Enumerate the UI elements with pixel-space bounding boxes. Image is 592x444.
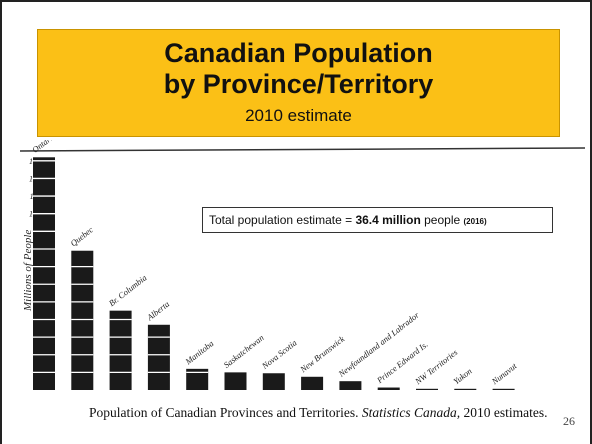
y-axis-title: Millions of People <box>22 230 34 312</box>
population-chart: 12345678910111213Millions of PeopleOntar… <box>20 140 585 410</box>
title-line-1: Canadian Population <box>164 38 433 68</box>
category-label: Alberta <box>144 299 171 323</box>
category-label: Newfoundland and Labrador <box>336 309 422 379</box>
bar <box>224 372 247 390</box>
slide-title: Canadian Population by Province/Territor… <box>38 38 559 100</box>
note-suffix: people <box>420 213 464 227</box>
bar <box>109 310 132 390</box>
bar <box>454 388 477 390</box>
bar <box>377 387 400 390</box>
total-population-note: Total population estimate = 36.4 million… <box>202 207 553 233</box>
slide-border-right <box>590 0 592 444</box>
note-prefix: Total population estimate = <box>209 213 356 227</box>
category-label: Nunavut <box>489 360 519 387</box>
category-label: Br. Columbia <box>107 272 149 308</box>
category-label: Saskatchewan <box>222 332 266 370</box>
bar <box>416 388 438 390</box>
caption-text-a: Population of Canadian Provinces and Ter… <box>89 405 362 420</box>
note-value: 36.4 million <box>355 213 421 227</box>
title-line-2: by Province/Territory <box>163 69 434 99</box>
slide-border-top <box>0 0 592 2</box>
caption-text-b: 2010 estimates. <box>460 405 548 420</box>
bar <box>339 381 362 390</box>
bar <box>262 373 285 390</box>
caption-source: Statistics Canada, <box>361 405 461 420</box>
page-number: 26 <box>563 414 575 428</box>
bar <box>71 250 94 390</box>
bar <box>147 324 170 390</box>
bar <box>492 388 515 390</box>
slide-subtitle: 2010 estimate <box>245 106 352 125</box>
category-label: Quebec <box>68 224 95 248</box>
category-label: Nova Scotia <box>259 338 299 372</box>
category-label: Yukon <box>451 366 473 386</box>
chart-top-rule <box>20 147 585 152</box>
chart-caption: Population of Canadian Provinces and Ter… <box>89 405 589 421</box>
category-label: Ontario <box>30 140 57 155</box>
note-year: (2016) <box>463 217 487 226</box>
bar <box>33 157 55 390</box>
category-label: Manitoba <box>182 338 215 367</box>
slide-border-left <box>0 0 2 444</box>
bar <box>301 376 324 390</box>
bar <box>186 368 209 390</box>
chart-svg: 12345678910111213Millions of PeopleOntar… <box>20 140 585 390</box>
title-box: Canadian Population by Province/Territor… <box>37 29 560 137</box>
